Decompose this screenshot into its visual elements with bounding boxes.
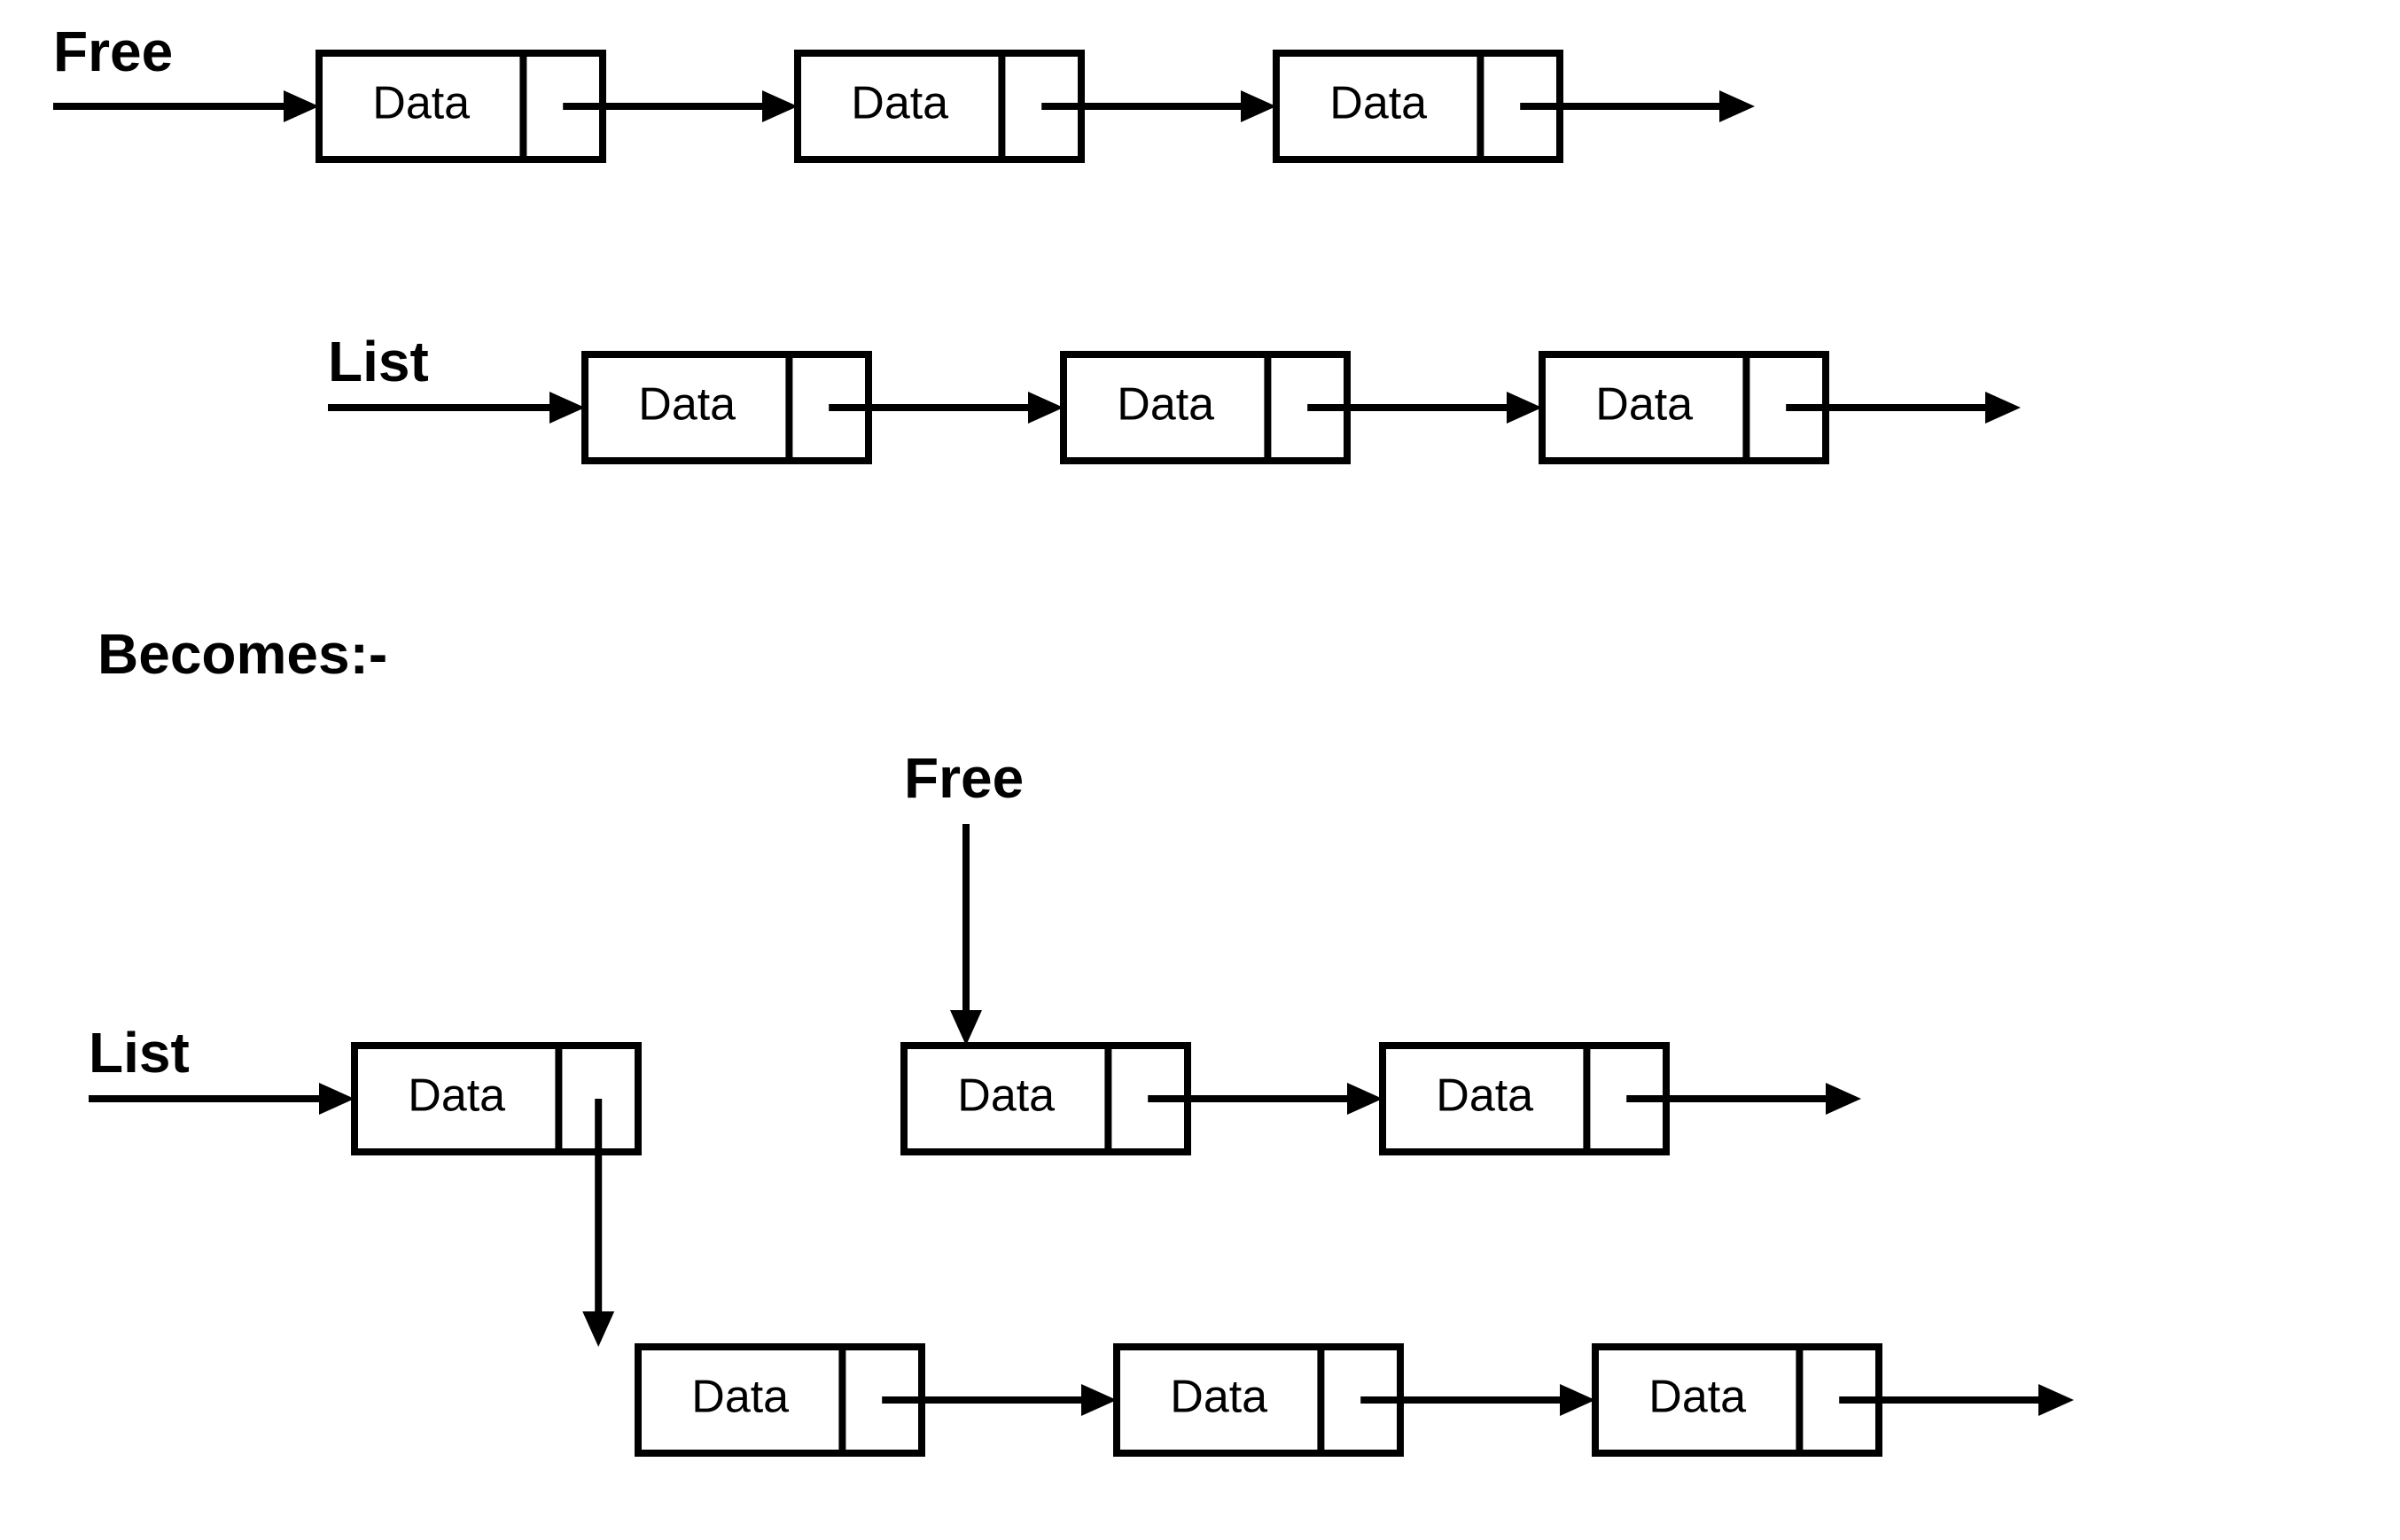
node-r1n2: Data bbox=[798, 53, 1081, 159]
node-text: Data bbox=[1117, 379, 1214, 431]
node-text: Data bbox=[1648, 1372, 1746, 1423]
node-r1n3: Data bbox=[1276, 53, 1560, 159]
node-text: Data bbox=[1436, 1070, 1533, 1122]
node-r4n2: Data bbox=[1117, 1347, 1400, 1453]
node-r2n3: Data bbox=[1542, 354, 1826, 461]
node-text: Data bbox=[372, 78, 470, 129]
node-r3n3: Data bbox=[1383, 1046, 1666, 1152]
node-r4n3: Data bbox=[1595, 1347, 1879, 1453]
label-list2: List bbox=[89, 1021, 190, 1085]
label-list1: List bbox=[328, 330, 429, 393]
label-free2: Free bbox=[904, 746, 1024, 810]
node-text: Data bbox=[1595, 379, 1693, 431]
node-text: Data bbox=[851, 78, 948, 129]
node-text: Data bbox=[957, 1070, 1055, 1122]
node-r2n1: Data bbox=[585, 354, 869, 461]
node-text: Data bbox=[1329, 78, 1427, 129]
node-r2n2: Data bbox=[1064, 354, 1347, 461]
node-text: Data bbox=[691, 1372, 789, 1423]
node-r4n1: Data bbox=[638, 1347, 922, 1453]
node-text: Data bbox=[1170, 1372, 1267, 1423]
node-text: Data bbox=[408, 1070, 505, 1122]
linked-list-diagram: Data Data Data Data Data Data Data Data Data Data… bbox=[0, 0, 2400, 1536]
label-free1: Free bbox=[53, 19, 173, 83]
node-r1n1: Data bbox=[319, 53, 603, 159]
node-r3n2: Data bbox=[904, 1046, 1188, 1152]
label-becomes: Becomes:- bbox=[97, 622, 387, 686]
node-text: Data bbox=[638, 379, 736, 431]
